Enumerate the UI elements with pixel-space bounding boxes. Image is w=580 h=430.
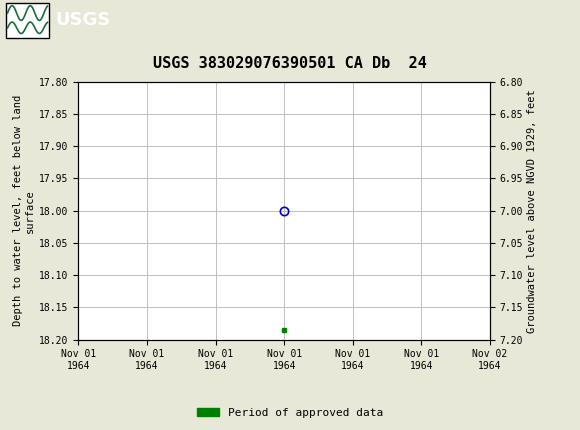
Legend: Period of approved data: Period of approved data bbox=[193, 403, 387, 422]
Y-axis label: Depth to water level, feet below land
surface: Depth to water level, feet below land su… bbox=[13, 95, 35, 326]
Text: USGS 383029076390501 CA Db  24: USGS 383029076390501 CA Db 24 bbox=[153, 56, 427, 71]
Text: USGS: USGS bbox=[55, 12, 110, 29]
FancyBboxPatch shape bbox=[6, 3, 49, 37]
Y-axis label: Groundwater level above NGVD 1929, feet: Groundwater level above NGVD 1929, feet bbox=[527, 89, 538, 332]
